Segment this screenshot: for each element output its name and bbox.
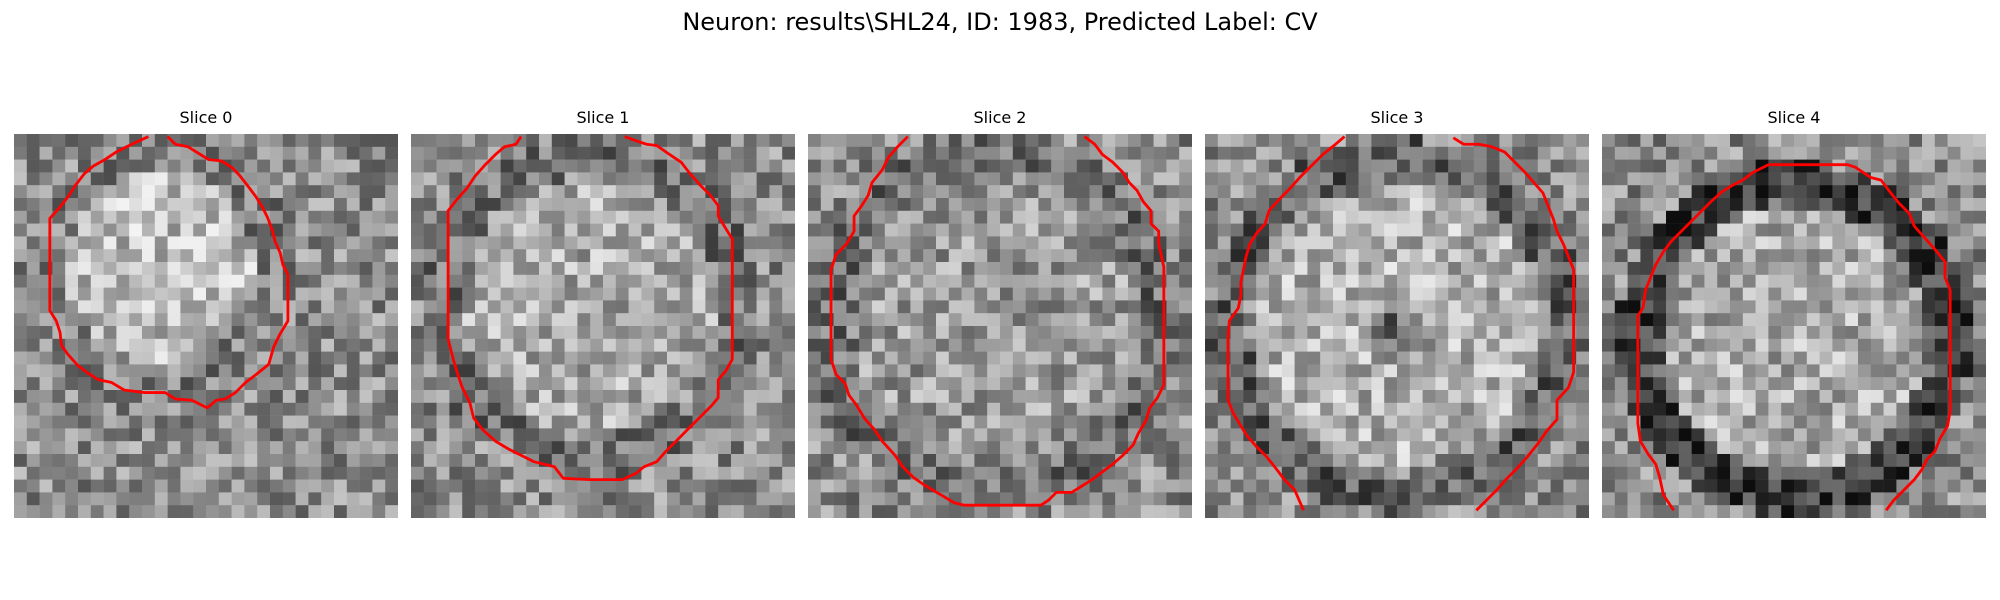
contour-1	[446, 135, 734, 482]
slice-pixels-0	[14, 134, 398, 518]
slice-pixels-4	[1602, 134, 1986, 518]
slice-title-0: Slice 0	[179, 108, 233, 127]
slice-panel-3: Slice 3	[1205, 108, 1589, 518]
slice-title-4: Slice 4	[1767, 108, 1821, 127]
slice-title-1: Slice 1	[576, 108, 630, 127]
slice-image-1	[411, 134, 795, 518]
contour-0	[48, 135, 290, 410]
figure-title: Neuron: results\SHL24, ID: 1983, Predict…	[682, 8, 1318, 36]
slice-panel-2: Slice 2	[808, 108, 1192, 518]
slice-panel-0: Slice 0	[14, 108, 398, 518]
slice-pixels-3	[1205, 134, 1589, 518]
slice-image-2	[808, 134, 1192, 518]
contour-3b	[1452, 136, 1576, 512]
slice-pixels-1	[411, 134, 795, 518]
slice-image-3	[1205, 134, 1589, 518]
slice-image-0	[14, 134, 398, 518]
slice-title-2: Slice 2	[973, 108, 1027, 127]
contour-4	[1636, 163, 1952, 512]
slice-title-3: Slice 3	[1370, 108, 1424, 127]
slice-panel-4: Slice 4	[1602, 108, 1986, 518]
slice-panel-1: Slice 1	[411, 108, 795, 518]
contour-2	[829, 135, 1166, 507]
slice-image-4	[1602, 134, 1986, 518]
slice-pixels-2	[808, 134, 1192, 518]
contour-3	[1226, 135, 1346, 511]
